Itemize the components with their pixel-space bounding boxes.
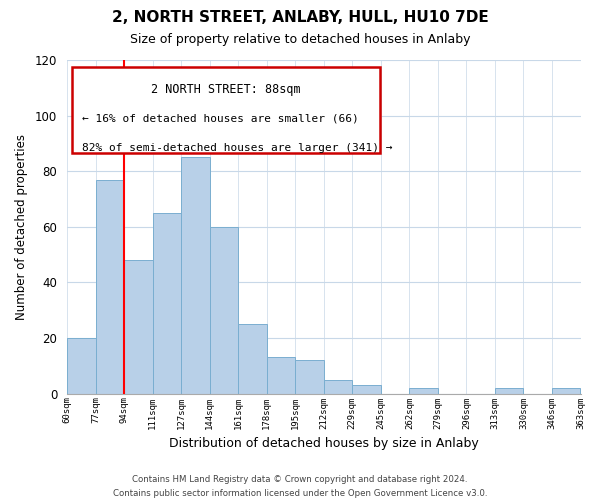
Bar — [209, 227, 238, 394]
X-axis label: Distribution of detached houses by size in Anlaby: Distribution of detached houses by size … — [169, 437, 479, 450]
Bar — [95, 180, 124, 394]
Bar — [295, 360, 324, 394]
Bar — [552, 388, 580, 394]
Bar — [152, 213, 181, 394]
Bar — [67, 338, 95, 394]
Bar — [495, 388, 523, 394]
Y-axis label: Number of detached properties: Number of detached properties — [15, 134, 28, 320]
Text: 2, NORTH STREET, ANLABY, HULL, HU10 7DE: 2, NORTH STREET, ANLABY, HULL, HU10 7DE — [112, 10, 488, 25]
Text: Size of property relative to detached houses in Anlaby: Size of property relative to detached ho… — [130, 32, 470, 46]
Text: Contains HM Land Registry data © Crown copyright and database right 2024.
Contai: Contains HM Land Registry data © Crown c… — [113, 476, 487, 498]
Bar — [409, 388, 438, 394]
Bar — [352, 386, 381, 394]
Bar — [238, 324, 267, 394]
Text: 2 NORTH STREET: 88sqm: 2 NORTH STREET: 88sqm — [151, 84, 301, 96]
Bar — [181, 158, 209, 394]
Text: ← 16% of detached houses are smaller (66): ← 16% of detached houses are smaller (66… — [82, 114, 359, 124]
Bar — [267, 358, 295, 394]
Bar — [324, 380, 352, 394]
Text: 82% of semi-detached houses are larger (341) →: 82% of semi-detached houses are larger (… — [82, 144, 393, 154]
Bar — [124, 260, 152, 394]
FancyBboxPatch shape — [72, 66, 380, 154]
